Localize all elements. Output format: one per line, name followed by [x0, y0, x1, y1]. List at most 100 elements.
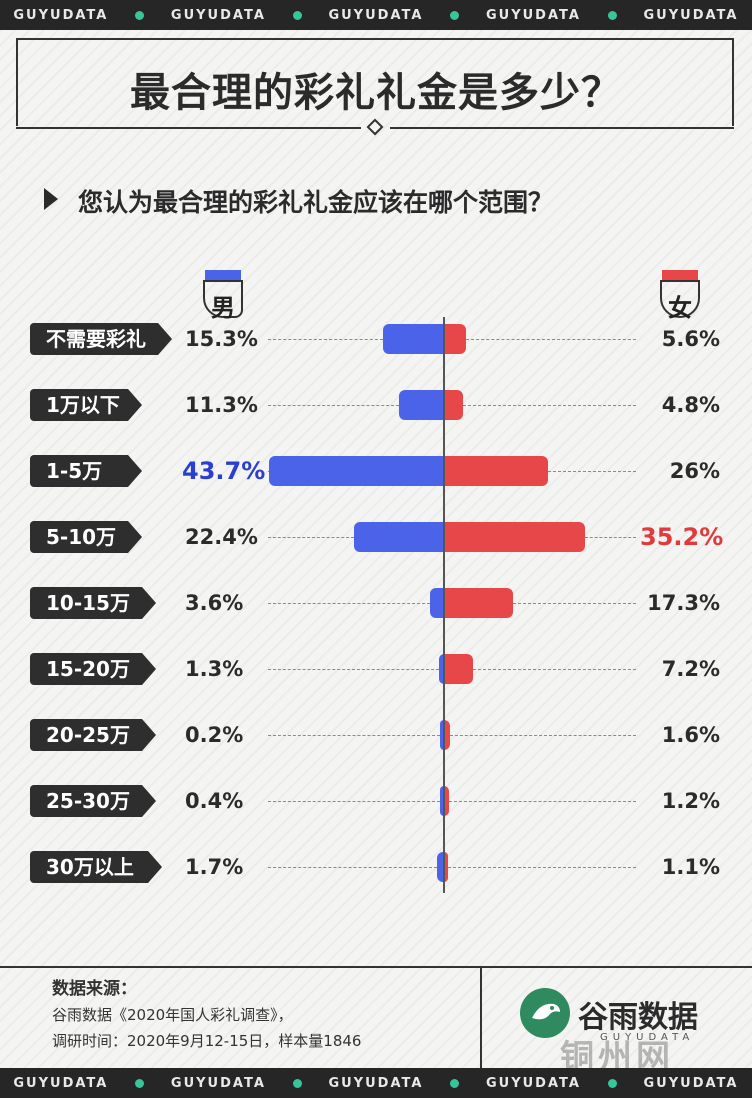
male-bar	[269, 456, 444, 486]
data-source: 数据来源： 谷雨数据《2020年国人彩礼调查》， 调研时间：2020年9月12-…	[52, 976, 361, 1054]
guide-line	[268, 405, 399, 406]
brand-sub: GUYUDATA	[600, 1032, 695, 1043]
female-value-label: 35.2%	[640, 523, 724, 551]
female-bar	[444, 654, 473, 684]
dot-icon	[135, 10, 145, 20]
female-bar	[444, 852, 449, 882]
female-bar	[444, 522, 585, 552]
legend-female: 女	[660, 270, 700, 323]
top-brand-strip: GUYUDATA GUYUDATA GUYUDATA GUYUDATA GUYU…	[0, 0, 752, 30]
male-bar	[437, 852, 444, 882]
category-label: 15-20万	[30, 653, 156, 685]
guide-line	[268, 537, 355, 538]
dot-icon	[450, 10, 460, 20]
strip-text: GUYUDATA	[13, 1075, 109, 1091]
male-bar	[440, 720, 444, 750]
category-label: 不需要彩礼	[30, 323, 172, 355]
female-bar	[444, 720, 451, 750]
male-value-label: 1.3%	[185, 657, 244, 681]
male-bar	[398, 390, 444, 420]
guide-line	[584, 537, 636, 538]
source-line-1: 谷雨数据《2020年国人彩礼调查》，	[52, 1006, 293, 1024]
category-label: 5-10万	[30, 521, 142, 553]
strip-text: GUYUDATA	[643, 1075, 739, 1091]
guide-line	[268, 669, 439, 670]
guide-line	[472, 669, 636, 670]
page-title: 最合理的彩礼礼金是多少？	[130, 70, 622, 116]
footer-vertical-divider	[480, 966, 482, 1070]
male-value-label: 43.7%	[182, 457, 266, 485]
male-value-label: 0.4%	[185, 789, 244, 813]
category-label: 20-25万	[30, 719, 156, 751]
male-value-label: 22.4%	[185, 525, 258, 549]
source-title: 数据来源：	[52, 979, 137, 999]
male-value-label: 15.3%	[185, 327, 258, 351]
female-color-swatch	[662, 270, 698, 280]
guide-line	[268, 801, 440, 802]
female-value-label: 1.6%	[661, 723, 720, 747]
male-bar	[429, 588, 444, 618]
female-badge-outline	[660, 280, 700, 318]
brand-name: 谷雨数据	[578, 1000, 698, 1035]
category-label: 25-30万	[30, 785, 156, 817]
male-bar	[382, 324, 444, 354]
legend-male: 男	[203, 270, 243, 323]
female-bar	[444, 588, 514, 618]
female-value-label: 26%	[669, 459, 720, 483]
content-panel: 最合理的彩礼礼金是多少？ 您认为最合理的彩礼礼金应该在哪个范围？ 男 女 不需要…	[0, 30, 752, 1078]
female-bar	[444, 786, 449, 816]
dot-icon	[292, 1078, 302, 1088]
legend-male-label: 男	[211, 294, 235, 322]
female-value-label: 17.3%	[647, 591, 720, 615]
female-value-label: 5.6%	[661, 327, 720, 351]
strip-text: GUYUDATA	[643, 7, 739, 23]
female-value-label: 1.2%	[661, 789, 720, 813]
female-bar	[444, 324, 467, 354]
female-value-label: 1.1%	[661, 855, 720, 879]
bottom-brand-strip: GUYUDATA GUYUDATA GUYUDATA GUYUDATA GUYU…	[0, 1068, 752, 1098]
male-bar	[354, 522, 444, 552]
strip-text: GUYUDATA	[170, 1075, 266, 1091]
dot-icon	[135, 1078, 145, 1088]
female-value-label: 7.2%	[661, 657, 720, 681]
dot-icon	[292, 10, 302, 20]
strip-text: GUYUDATA	[170, 7, 266, 23]
bird-logo-icon	[520, 988, 570, 1038]
male-badge-outline	[203, 280, 243, 318]
strip-text: GUYUDATA	[328, 7, 424, 23]
male-value-label: 0.2%	[185, 723, 244, 747]
category-label: 1万以下	[30, 389, 142, 421]
guide-line	[450, 735, 636, 736]
guide-line	[466, 339, 636, 340]
dot-icon	[607, 1078, 617, 1088]
guide-line	[463, 405, 636, 406]
male-bar	[438, 654, 444, 684]
guide-line	[268, 735, 440, 736]
footer-divider	[0, 966, 752, 968]
source-line-2: 调研时间：2020年9月12-15日，样本量1846	[52, 1032, 362, 1050]
category-label: 30万以上	[30, 851, 162, 883]
guide-line	[268, 339, 383, 340]
male-value-label: 11.3%	[185, 393, 258, 417]
play-triangle-icon	[44, 188, 58, 210]
title-divider-right	[390, 127, 734, 129]
guide-line	[268, 603, 430, 604]
legend-female-label: 女	[668, 294, 692, 322]
dot-icon	[450, 1078, 460, 1088]
center-axis	[443, 317, 445, 893]
guide-line	[268, 867, 438, 868]
guide-line	[548, 471, 636, 472]
strip-text: GUYUDATA	[485, 7, 581, 23]
chart-question: 您认为最合理的彩礼礼金应该在哪个范围？	[78, 188, 554, 217]
title-frame	[16, 38, 734, 126]
female-bar	[444, 456, 548, 486]
guide-line	[513, 603, 636, 604]
female-bar	[444, 390, 464, 420]
male-value-label: 1.7%	[185, 855, 244, 879]
guide-line	[448, 867, 636, 868]
title-divider-left	[16, 127, 361, 129]
female-value-label: 4.8%	[661, 393, 720, 417]
category-label: 1-5万	[30, 455, 142, 487]
strip-text: GUYUDATA	[485, 1075, 581, 1091]
